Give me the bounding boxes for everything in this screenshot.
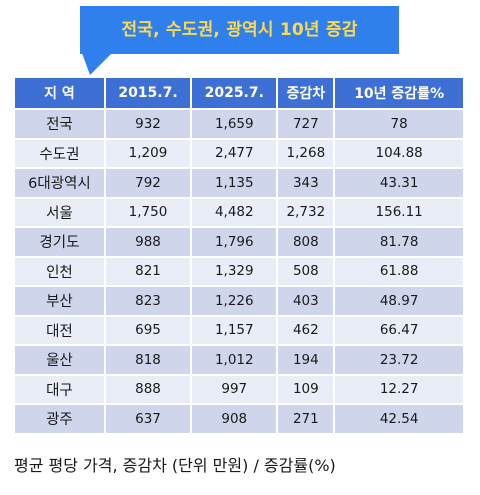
value-2015-cell: 888 xyxy=(105,375,191,403)
region-cell: 경기도 xyxy=(15,228,104,256)
value-2015-cell: 818 xyxy=(105,346,191,374)
table-header-row: 지 역 2015.7. 2025.7. 증감차 10년 증감률% xyxy=(15,78,463,108)
header-2015: 2015.7. xyxy=(105,78,191,108)
value-2015-cell: 932 xyxy=(105,110,191,138)
difference-cell: 271 xyxy=(278,405,334,433)
title-callout: 전국, 수도권, 광역시 10년 증감 xyxy=(80,6,399,54)
region-cell: 광주 xyxy=(15,405,104,433)
change-rate-cell: 104.88 xyxy=(335,139,463,167)
header-region: 지 역 xyxy=(15,78,104,108)
table-row: 광주 637 908 271 42.54 xyxy=(15,405,463,433)
value-2015-cell: 1,750 xyxy=(105,198,191,226)
value-2025-cell: 1,157 xyxy=(192,316,277,344)
value-2015-cell: 823 xyxy=(105,287,191,315)
region-cell: 부산 xyxy=(15,287,104,315)
difference-cell: 2,732 xyxy=(278,198,334,226)
difference-cell: 808 xyxy=(278,228,334,256)
change-rate-cell: 156.11 xyxy=(335,198,463,226)
value-2015-cell: 637 xyxy=(105,405,191,433)
table-row: 6대광역시 792 1,135 343 43.31 xyxy=(15,169,463,197)
region-cell: 울산 xyxy=(15,346,104,374)
price-change-table: 지 역 2015.7. 2025.7. 증감차 10년 증감률% 전국 932 … xyxy=(13,76,465,435)
callout-pointer xyxy=(82,53,112,75)
change-rate-cell: 48.97 xyxy=(335,287,463,315)
header-difference: 증감차 xyxy=(278,78,334,108)
value-2025-cell: 1,226 xyxy=(192,287,277,315)
change-rate-cell: 61.88 xyxy=(335,257,463,285)
value-2025-cell: 1,012 xyxy=(192,346,277,374)
table-row: 부산 823 1,226 403 48.97 xyxy=(15,287,463,315)
region-cell: 대전 xyxy=(15,316,104,344)
difference-cell: 462 xyxy=(278,316,334,344)
table-row: 수도권 1,209 2,477 1,268 104.88 xyxy=(15,139,463,167)
value-2015-cell: 821 xyxy=(105,257,191,285)
change-rate-cell: 12.27 xyxy=(335,375,463,403)
region-cell: 6대광역시 xyxy=(15,169,104,197)
value-2025-cell: 1,329 xyxy=(192,257,277,285)
value-2025-cell: 4,482 xyxy=(192,198,277,226)
header-change-rate: 10년 증감률% xyxy=(335,78,463,108)
value-2015-cell: 1,209 xyxy=(105,139,191,167)
region-cell: 수도권 xyxy=(15,139,104,167)
header-2025: 2025.7. xyxy=(192,78,277,108)
region-cell: 전국 xyxy=(15,110,104,138)
callout-title: 전국, 수도권, 광역시 10년 증감 xyxy=(121,20,358,40)
table-row: 울산 818 1,012 194 23.72 xyxy=(15,346,463,374)
difference-cell: 343 xyxy=(278,169,334,197)
value-2025-cell: 1,135 xyxy=(192,169,277,197)
change-rate-cell: 81.78 xyxy=(335,228,463,256)
change-rate-cell: 66.47 xyxy=(335,316,463,344)
table-row: 대구 888 997 109 12.27 xyxy=(15,375,463,403)
difference-cell: 109 xyxy=(278,375,334,403)
difference-cell: 194 xyxy=(278,346,334,374)
change-rate-cell: 42.54 xyxy=(335,405,463,433)
region-cell: 서울 xyxy=(15,198,104,226)
value-2015-cell: 988 xyxy=(105,228,191,256)
value-2025-cell: 908 xyxy=(192,405,277,433)
value-2025-cell: 1,659 xyxy=(192,110,277,138)
change-rate-cell: 43.31 xyxy=(335,169,463,197)
difference-cell: 1,268 xyxy=(278,139,334,167)
difference-cell: 508 xyxy=(278,257,334,285)
table-row: 전국 932 1,659 727 78 xyxy=(15,110,463,138)
table-row: 대전 695 1,157 462 66.47 xyxy=(15,316,463,344)
footnote: 평균 평당 가격, 증감차 (단위 만원) / 증감률(%) xyxy=(14,456,336,475)
region-cell: 대구 xyxy=(15,375,104,403)
value-2025-cell: 2,477 xyxy=(192,139,277,167)
table-row: 서울 1,750 4,482 2,732 156.11 xyxy=(15,198,463,226)
table-row: 경기도 988 1,796 808 81.78 xyxy=(15,228,463,256)
region-cell: 인천 xyxy=(15,257,104,285)
value-2025-cell: 1,796 xyxy=(192,228,277,256)
table-row: 인천 821 1,329 508 61.88 xyxy=(15,257,463,285)
difference-cell: 727 xyxy=(278,110,334,138)
value-2015-cell: 792 xyxy=(105,169,191,197)
value-2015-cell: 695 xyxy=(105,316,191,344)
value-2025-cell: 997 xyxy=(192,375,277,403)
change-rate-cell: 23.72 xyxy=(335,346,463,374)
change-rate-cell: 78 xyxy=(335,110,463,138)
difference-cell: 403 xyxy=(278,287,334,315)
